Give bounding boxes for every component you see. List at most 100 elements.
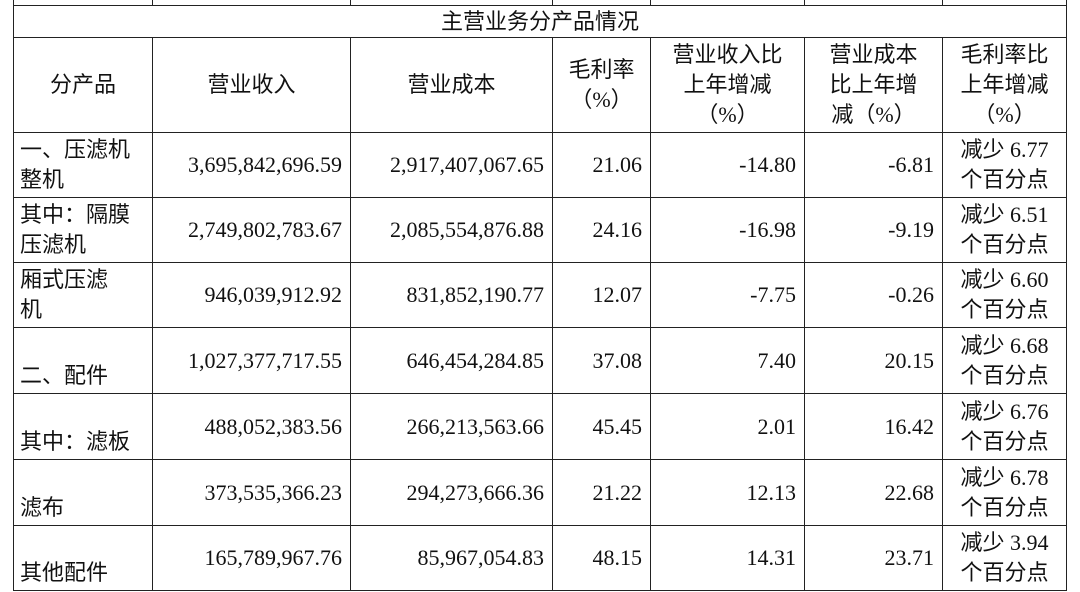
table-cell: -16.98 xyxy=(650,197,805,263)
cell-line: 22.68 xyxy=(884,479,935,505)
cell-line: 12.07 xyxy=(592,282,643,307)
cell-line: 20.15 xyxy=(884,347,935,373)
table-cell: 营业成本 xyxy=(350,37,553,133)
data-row: 其中：滤板 488,052,383.56 266,213,563.66 45.45 2.… xyxy=(13,393,1068,460)
data-row: 一、压滤机 整机 3,695,842,696.59 2,917,407,067.65 2… xyxy=(13,132,1068,198)
table-cell: 16.42 xyxy=(804,393,943,460)
cell-line: 294,273,666.36 xyxy=(406,479,545,505)
cell-line: 45.45 xyxy=(592,413,643,439)
cell-line: （%） xyxy=(696,102,759,127)
cell-line: -9.19 xyxy=(888,217,934,242)
cell-line: 营业成本 xyxy=(407,72,496,97)
table-cell: 7.40 xyxy=(650,327,805,394)
table-cell: 2,917,407,067.65 xyxy=(350,132,553,198)
cell-line: 23.71 xyxy=(884,545,935,570)
table-cell: 减少 6.60 个百分点 xyxy=(941,262,1068,328)
cell-line: 373,535,366.23 xyxy=(204,479,343,505)
cell-line: 减少 6.78 xyxy=(960,464,1049,490)
table-cell: 减少 6.78 个百分点 xyxy=(941,459,1068,526)
cell-line: 488,052,383.56 xyxy=(204,413,343,439)
table-cell: 373,535,366.23 xyxy=(152,459,351,526)
table-cell: 12.13 xyxy=(650,459,805,526)
table-cell: 85,967,054.83 xyxy=(350,525,553,591)
cell-line: 266,213,563.66 xyxy=(406,413,545,439)
cell-line: 3,695,842,696.59 xyxy=(188,152,342,177)
cell-line: -7.75 xyxy=(750,282,796,307)
cell-line: 分产品 xyxy=(49,72,116,97)
table-cell: 二、配件 xyxy=(13,327,153,394)
table-cell: 21.22 xyxy=(552,459,651,526)
table-cell: -14.80 xyxy=(650,132,805,198)
table-cell: -6.81 xyxy=(804,132,943,198)
table-cell: 1,027,377,717.55 xyxy=(152,327,351,394)
cell-line: 7.40 xyxy=(757,347,797,373)
cell-line: 个百分点 xyxy=(960,362,1049,388)
cell-line: （%） xyxy=(973,102,1036,127)
cell-line: 减少 3.94 xyxy=(960,530,1049,555)
cell-line: 厢式压滤 xyxy=(20,267,109,292)
cell-line: 减少 6.77 xyxy=(960,137,1049,162)
table-title: 主营业务分产品情况 xyxy=(12,5,1068,38)
cell-line: 21.22 xyxy=(592,479,643,505)
data-row: 厢式压滤机 946,039,912.92 831,852,190.77 12.07 -7… xyxy=(13,262,1068,328)
table-cell: 23.71 xyxy=(804,525,943,591)
table-cell: -9.19 xyxy=(804,197,943,263)
data-row: 二、配件 1,027,377,717.55 646,454,284.85 37.08 7… xyxy=(13,327,1068,394)
cell-line: 个百分点 xyxy=(960,494,1049,520)
cell-line: 个百分点 xyxy=(960,428,1049,454)
cell-line: 24.16 xyxy=(592,217,643,242)
cell-line: 减少 6.68 xyxy=(960,332,1049,358)
cell-line: 个百分点 xyxy=(960,297,1049,322)
cell-line: 二、配件 xyxy=(20,363,109,388)
cell-line: 毛利率 xyxy=(568,57,635,82)
table-cell: 488,052,383.56 xyxy=(152,393,351,460)
cell-line: 85,967,054.83 xyxy=(417,545,545,570)
table-cell: 毛利率 （%） xyxy=(552,37,651,133)
cell-line: 1,027,377,717.55 xyxy=(188,347,342,373)
table-cell: 营业成本 比上年增 减（%） xyxy=(804,37,943,133)
table-cell: 24.16 xyxy=(552,197,651,263)
cell-line: 12.13 xyxy=(746,479,797,505)
cell-line: 37.08 xyxy=(592,347,643,373)
table-cell: 946,039,912.92 xyxy=(152,262,351,328)
table-cell: 14.31 xyxy=(650,525,805,591)
table-cell: 一、压滤机 整机 xyxy=(13,132,153,198)
cell-line: -6.81 xyxy=(888,152,934,177)
cell-line: -16.98 xyxy=(739,217,796,242)
table-cell: 厢式压滤机 xyxy=(13,262,153,328)
cell-line: 营业成本 xyxy=(829,42,918,67)
table-cell: 减少 6.68 个百分点 xyxy=(941,327,1068,394)
data-row: 其他配件 165,789,967.76 85,967,054.83 48.15 14.3… xyxy=(13,525,1068,591)
cell-line: （%） xyxy=(570,87,633,112)
cell-line: -0.26 xyxy=(888,282,934,307)
cell-line: 毛利率比 xyxy=(960,42,1049,67)
table-cell: 20.15 xyxy=(804,327,943,394)
cell-line: 个百分点 xyxy=(960,232,1049,257)
cell-line: 机 xyxy=(20,297,43,322)
table-cell: 分产品 xyxy=(13,37,153,133)
table-cell: 165,789,967.76 xyxy=(152,525,351,591)
table-cell: 48.15 xyxy=(552,525,651,591)
cell-line: 其他配件 xyxy=(20,560,109,585)
cell-line: 946,039,912.92 xyxy=(204,282,343,307)
data-row: 滤布 373,535,366.23 294,273,666.36 21.22 12.13… xyxy=(13,459,1068,526)
cell-line: 2.01 xyxy=(757,413,797,439)
cell-line: 减（%） xyxy=(831,102,916,127)
table-cell: 其中：滤板 xyxy=(13,393,153,460)
table-cell: 减少 6.76 个百分点 xyxy=(941,393,1068,460)
table-cell: 减少 3.94 个百分点 xyxy=(941,525,1068,591)
cell-line: 减少 6.60 xyxy=(960,267,1049,292)
cell-line: 其中：滤板 xyxy=(20,429,131,454)
cell-line: 14.31 xyxy=(746,545,797,570)
table-cell: 2,749,802,783.67 xyxy=(152,197,351,263)
table-cell: 其中：隔膜 压滤机 xyxy=(13,197,153,263)
cell-line: 48.15 xyxy=(592,545,643,570)
product-table: 主营业务分产品情况 分产品 营业收入 营业成本 毛利率 （%） 营业收入比 上年增减 （%）营… xyxy=(12,5,1068,591)
header-row: 分产品 营业收入 营业成本 毛利率 （%） 营业收入比 上年增减 （%） 营业成本 比上年增 减（%… xyxy=(13,37,1068,133)
table-cell: 2,085,554,876.88 xyxy=(350,197,553,263)
table-cell: -7.75 xyxy=(650,262,805,328)
cell-line: 2,085,554,876.88 xyxy=(390,217,544,242)
cell-line: 其中：隔膜 xyxy=(20,202,131,227)
cell-line: 上年增减 xyxy=(960,72,1049,97)
table-cell: 646,454,284.85 xyxy=(350,327,553,394)
